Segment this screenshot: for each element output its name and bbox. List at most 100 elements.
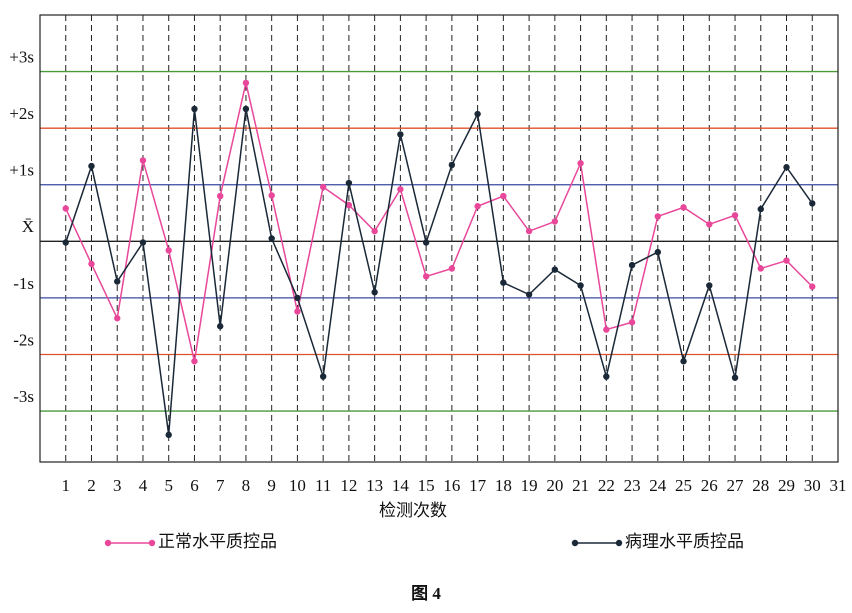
- data-point: [500, 192, 507, 200]
- data-point: [62, 205, 69, 212]
- x-tick-label: 18: [495, 476, 512, 495]
- y-tick-label: +3s: [9, 47, 34, 66]
- x-tick-label: 7: [216, 476, 225, 495]
- x-tick-label: 6: [190, 476, 199, 495]
- data-point: [165, 431, 172, 439]
- x-tick-label: 22: [598, 476, 615, 495]
- data-point: [680, 204, 687, 211]
- data-point: [191, 105, 198, 113]
- data-point: [628, 261, 636, 269]
- caption: 图 4: [411, 584, 441, 603]
- data-point: [757, 205, 764, 213]
- legend-label: 病理水平质控品: [625, 532, 744, 551]
- data-point: [397, 131, 404, 138]
- y-tick-label: X̄: [22, 217, 34, 236]
- data-point: [319, 183, 327, 191]
- x-tick-label: 8: [242, 476, 251, 495]
- data-point: [422, 273, 430, 280]
- data-point: [628, 319, 636, 326]
- legend-marker: [571, 539, 579, 547]
- data-point: [139, 157, 147, 164]
- legend-label: 正常水平质控品: [158, 532, 277, 551]
- data-point: [371, 227, 378, 235]
- x-tick-label: 12: [340, 476, 357, 495]
- data-point: [448, 161, 456, 169]
- data-point: [654, 248, 662, 256]
- data-point: [345, 201, 353, 209]
- data-point: [731, 212, 739, 219]
- data-point: [474, 203, 481, 210]
- x-tick-label: 4: [139, 476, 148, 495]
- y-tick-label: -1s: [13, 274, 34, 293]
- data-point: [397, 186, 404, 193]
- x-tick-label: 30: [804, 476, 821, 495]
- legend-marker: [148, 539, 156, 547]
- x-tick-label: 17: [469, 476, 487, 495]
- data-point: [809, 200, 816, 207]
- data-point: [525, 227, 533, 235]
- x-tick-label: 29: [778, 476, 795, 495]
- data-point: [345, 179, 353, 187]
- y-tick-label: +2s: [9, 104, 34, 123]
- x-tick-label: 31: [830, 476, 847, 495]
- series-line: [65, 82, 813, 362]
- data-point: [654, 213, 662, 220]
- y-tick-label: +1s: [9, 161, 34, 180]
- data-point: [706, 221, 713, 228]
- x-tick-label: 15: [418, 476, 435, 495]
- data-point: [88, 162, 95, 170]
- data-point: [577, 160, 584, 167]
- x-tick-label: 9: [267, 476, 276, 495]
- data-point: [500, 279, 507, 286]
- x-tick-label: 1: [61, 476, 70, 495]
- data-point: [371, 289, 378, 296]
- data-point: [114, 278, 121, 285]
- x-tick-label: 14: [392, 476, 410, 495]
- data-point: [216, 192, 224, 200]
- x-tick-label: 10: [289, 476, 306, 495]
- x-tick-label: 27: [727, 476, 745, 495]
- data-point: [319, 373, 327, 380]
- data-point: [706, 282, 713, 289]
- legend-marker: [104, 539, 112, 547]
- data-point: [731, 374, 739, 381]
- data-point: [680, 358, 687, 365]
- data-point: [165, 247, 172, 254]
- data-point: [139, 239, 147, 246]
- data-point: [448, 265, 456, 272]
- x-axis-title: 检测次数: [379, 501, 447, 520]
- data-point: [525, 291, 533, 298]
- data-point: [242, 79, 250, 87]
- data-point: [783, 164, 790, 171]
- data-point: [809, 283, 816, 290]
- data-point: [757, 265, 764, 272]
- data-point: [577, 282, 584, 289]
- data-point: [294, 294, 301, 302]
- x-tick-label: 19: [521, 476, 538, 495]
- data-point: [294, 308, 301, 315]
- data-point: [191, 358, 198, 365]
- y-tick-label: -2s: [13, 330, 34, 349]
- x-tick-label: 24: [649, 476, 667, 495]
- data-point: [551, 218, 559, 225]
- x-tick-label: 11: [315, 476, 331, 495]
- x-tick-label: 2: [87, 476, 96, 495]
- x-tick-label: 28: [752, 476, 769, 495]
- data-point: [474, 110, 481, 118]
- data-point: [216, 323, 224, 330]
- plot-frame: [39, 14, 839, 463]
- x-tick-label: 23: [624, 476, 641, 495]
- data-point: [114, 315, 121, 322]
- x-tick-label: 5: [164, 476, 173, 495]
- y-tick-label: -3s: [13, 387, 34, 406]
- data-point: [88, 260, 95, 268]
- x-tick-label: 20: [546, 476, 563, 495]
- x-tick-label: 3: [113, 476, 122, 495]
- data-point: [242, 105, 250, 113]
- x-tick-label: 13: [366, 476, 383, 495]
- data-point: [603, 326, 610, 333]
- data-point: [268, 192, 275, 199]
- series-line: [65, 108, 813, 435]
